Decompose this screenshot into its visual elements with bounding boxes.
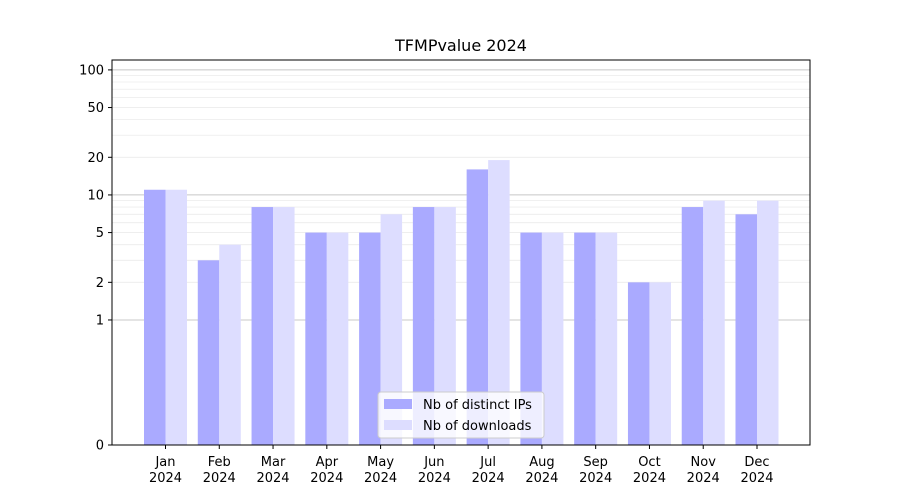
chart-title: TFMPvalue 2024 <box>394 36 527 55</box>
legend-label: Nb of distinct IPs <box>423 398 532 413</box>
bar-downloads <box>380 214 403 445</box>
x-tick-label-year: 2024 <box>687 471 720 486</box>
y-tick-label: 100 <box>79 63 104 78</box>
bar-downloads <box>649 282 671 445</box>
y-tick-label: 20 <box>87 151 104 166</box>
ticks-layer: 0125102050100Jan2024Feb2024Mar2024Apr202… <box>79 63 773 486</box>
plot-frame <box>111 59 811 446</box>
x-tick-label-year: 2024 <box>740 471 773 486</box>
x-tick-label-year: 2024 <box>310 471 343 486</box>
x-tick-label-month: Mar <box>261 455 286 470</box>
bar-distinct-ips <box>305 232 327 445</box>
x-tick-label-month: Sep <box>583 455 608 470</box>
bar-downloads <box>434 207 456 445</box>
y-tick-label: 1 <box>96 313 104 328</box>
legend-box <box>377 391 545 439</box>
bar-distinct-ips <box>251 207 274 445</box>
bar-distinct-ips <box>466 169 489 445</box>
x-tick-label-month: Apr <box>316 455 339 470</box>
legend-swatch <box>384 399 412 409</box>
x-tick-label-year: 2024 <box>472 471 505 486</box>
y-tick-label: 2 <box>96 276 104 291</box>
bar-distinct-ips <box>144 189 166 445</box>
x-tick-label-year: 2024 <box>149 471 182 486</box>
bar-distinct-ips <box>197 260 220 445</box>
x-tick-label-year: 2024 <box>364 471 397 486</box>
x-tick-label-month: Oct <box>638 455 660 470</box>
bar-distinct-ips <box>412 207 435 445</box>
bar-downloads <box>165 189 187 445</box>
legend: Nb of distinct IPs Nb of downloads <box>377 391 545 439</box>
grid-layer <box>112 69 810 321</box>
bar-distinct-ips <box>627 282 650 445</box>
x-tick-label-year: 2024 <box>525 471 558 486</box>
x-tick-label-year: 2024 <box>203 471 236 486</box>
x-tick-label-month: Jun <box>423 455 444 470</box>
x-tick-label-year: 2024 <box>579 471 612 486</box>
x-tick-label-year: 2024 <box>256 471 289 486</box>
bar-distinct-ips <box>359 232 381 445</box>
bar-distinct-ips <box>681 207 704 445</box>
y-tick-label: 50 <box>87 101 104 116</box>
bar-downloads <box>541 232 564 445</box>
bar-downloads <box>757 200 779 445</box>
x-tick-label-month: Dec <box>744 455 769 470</box>
x-tick-label-month: Jul <box>479 455 496 470</box>
legend-label: Nb of downloads <box>423 419 532 434</box>
y-tick-label: 5 <box>96 226 104 241</box>
bar-downloads <box>595 232 618 445</box>
x-tick-label-month: Jan <box>154 455 175 470</box>
bar-downloads <box>326 232 349 445</box>
bar-distinct-ips <box>574 232 596 445</box>
y-tick-label: 10 <box>87 188 104 203</box>
bar-distinct-ips <box>735 214 757 445</box>
bar-downloads <box>488 160 510 445</box>
bar-downloads <box>273 207 295 445</box>
x-tick-label-year: 2024 <box>633 471 666 486</box>
bar-downloads <box>219 244 241 445</box>
x-tick-label-month: May <box>367 455 394 470</box>
x-tick-label-month: Nov <box>691 455 717 470</box>
y-tick-label: 0 <box>96 439 104 454</box>
x-tick-label-month: Aug <box>529 455 554 470</box>
legend-swatch <box>384 420 412 430</box>
bar-downloads <box>703 200 725 445</box>
bars-layer <box>144 160 779 445</box>
x-tick-label-month: Feb <box>208 455 231 470</box>
x-tick-label-year: 2024 <box>418 471 451 486</box>
